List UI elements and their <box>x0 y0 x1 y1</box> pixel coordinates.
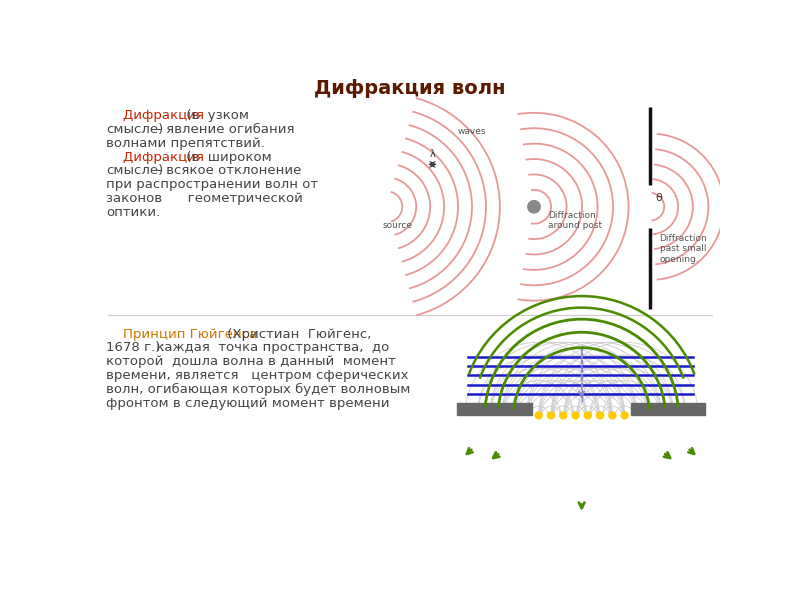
Text: каждая  точка пространства,  до: каждая точка пространства, до <box>152 341 389 355</box>
Circle shape <box>547 412 554 419</box>
Text: времени, является   центром сферических: времени, является центром сферических <box>106 369 409 382</box>
Text: Diffraction
around post: Diffraction around post <box>548 211 602 230</box>
Text: при распространении волн от: при распространении волн от <box>106 178 318 191</box>
Text: которой  дошла волна в данный  момент: которой дошла волна в данный момент <box>106 355 396 368</box>
Text: смысле): смысле) <box>106 164 163 178</box>
Text: – всякое отклонение: – всякое отклонение <box>150 164 301 178</box>
Circle shape <box>597 412 603 419</box>
Bar <box>457 403 533 415</box>
Text: (в  широком: (в широком <box>182 151 272 164</box>
Circle shape <box>560 412 566 419</box>
Text: Дифракция волн: Дифракция волн <box>314 79 506 98</box>
Text: оптики.: оптики. <box>106 206 161 219</box>
Circle shape <box>584 412 591 419</box>
Circle shape <box>621 412 628 419</box>
Text: Дифракция: Дифракция <box>106 151 204 164</box>
Circle shape <box>609 412 616 419</box>
Text: смысле): смысле) <box>106 123 163 136</box>
Text: (Христиан  Гюйгенс,: (Христиан Гюйгенс, <box>223 328 372 341</box>
Text: θ: θ <box>656 193 662 203</box>
Text: Принцип Гюйгенса: Принцип Гюйгенса <box>106 328 258 341</box>
Circle shape <box>535 412 542 419</box>
Text: Diffraction
past small
opening.: Diffraction past small opening. <box>659 234 707 263</box>
Text: фронтом в следующий момент времени: фронтом в следующий момент времени <box>106 397 390 410</box>
Text: волн, огибающая которых будет волновым: волн, огибающая которых будет волновым <box>106 383 410 396</box>
Text: – явление огибания: – явление огибания <box>150 123 294 136</box>
Text: waves: waves <box>458 127 486 136</box>
Bar <box>631 403 705 415</box>
Circle shape <box>528 200 540 213</box>
Text: 1678 г.):: 1678 г.): <box>106 341 165 355</box>
Text: (в  узком: (в узком <box>182 109 249 122</box>
Text: λ: λ <box>430 149 435 160</box>
Text: source: source <box>383 221 413 230</box>
Circle shape <box>572 412 579 419</box>
Text: Дифракция: Дифракция <box>106 109 204 122</box>
Text: законов      геометрической: законов геометрической <box>106 192 303 205</box>
Text: волнами препятствий.: волнами препятствий. <box>106 137 265 149</box>
